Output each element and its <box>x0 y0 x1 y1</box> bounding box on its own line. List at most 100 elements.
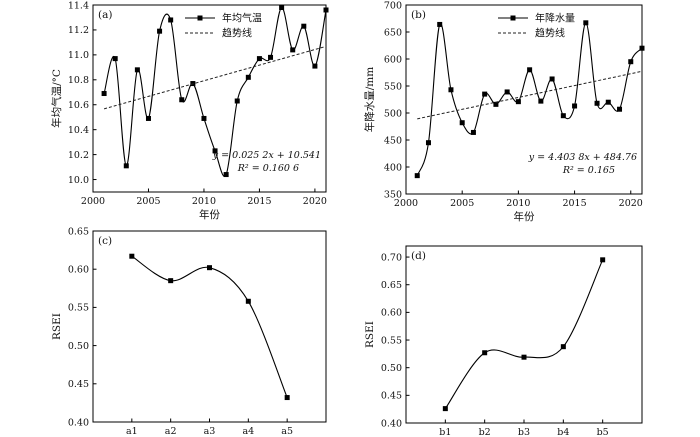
data-point-marker <box>201 115 207 121</box>
y-tick-label: 11.0 <box>68 50 89 61</box>
y-tick-label: 450 <box>384 135 402 146</box>
x-tick-label: b3 <box>518 427 530 437</box>
panel-label: (a) <box>98 9 112 21</box>
data-point-marker <box>323 7 329 13</box>
y-tick-label: 500 <box>384 108 402 119</box>
data-point-marker <box>268 54 274 60</box>
x-tick-label: b4 <box>557 427 569 437</box>
legend-entry: 趋势线 <box>535 27 565 40</box>
y-tick-label: 0.70 <box>381 252 402 263</box>
data-point-marker <box>245 74 251 80</box>
trend-line <box>103 45 327 110</box>
data-point-marker <box>157 28 163 34</box>
legend-swatch-marker <box>510 15 516 21</box>
y-tick-label: 650 <box>384 27 402 38</box>
data-point-marker <box>504 89 510 95</box>
legend-swatch-marker <box>197 15 203 21</box>
data-point-marker <box>245 298 251 304</box>
chart-panel-a: 10.0 10.2 10.4 10.6 10.8 11.0 11.2 11.4 2000 2005… <box>50 0 329 221</box>
x-tick-label: a5 <box>281 426 293 437</box>
x-tick-label: 2015 <box>562 198 586 209</box>
plot-frame <box>405 4 643 195</box>
x-tick-label: 2000 <box>81 196 105 207</box>
y-tick-label: 0.65 <box>381 280 402 291</box>
data-point-marker <box>482 91 488 97</box>
data-point-marker <box>639 45 645 51</box>
data-point-marker <box>284 395 290 401</box>
y-tick-label: 10.2 <box>68 150 89 161</box>
data-point-marker <box>207 265 212 271</box>
y-tick-label: 0.50 <box>381 363 402 374</box>
y-tick-label: 0.45 <box>381 391 402 402</box>
x-tick-label: 2010 <box>506 198 530 209</box>
y-tick-label: 400 <box>384 162 402 173</box>
data-point-marker <box>605 99 611 105</box>
data-point-marker <box>600 257 606 263</box>
x-tick-label: 2005 <box>136 196 160 207</box>
data-point-marker <box>538 98 544 104</box>
y-tick-label: 10.8 <box>68 75 89 86</box>
data-point-marker <box>256 56 262 62</box>
data-point-marker <box>112 56 118 62</box>
y-tick-label: 350 <box>384 189 402 200</box>
data-point-marker <box>448 87 454 93</box>
x-tick-label: 2020 <box>619 198 643 209</box>
y-tick-label: 0.50 <box>68 341 89 352</box>
data-point-marker <box>628 59 634 65</box>
data-point-marker <box>470 129 476 135</box>
x-axis-label: 年份 <box>199 208 220 221</box>
y-tick-label: 700 <box>384 0 402 11</box>
y-axis-label: 年均气温/°C <box>50 69 63 128</box>
series-line <box>131 255 288 398</box>
panel-label: (c) <box>98 235 112 247</box>
y-axis-label: RSEI <box>51 313 63 340</box>
chart-panel-c: 0.40 0.45 0.50 0.55 0.60 0.65 a1 a2 a3 a4 a5 RSEI (c… <box>51 226 327 437</box>
x-tick-label: 2020 <box>303 196 327 207</box>
regression-annotation: R² = 0.165 <box>562 165 615 176</box>
x-tick-label: b2 <box>479 427 491 437</box>
trend-line <box>417 70 643 120</box>
y-tick-label: 11.4 <box>68 0 89 11</box>
data-point-marker <box>572 103 578 109</box>
y-tick-label: 10.6 <box>68 100 89 111</box>
series-line <box>444 259 604 409</box>
chart-panel-b: 350 400 450 500 550 600 650 700 2000 2005 2010 2015… <box>363 0 645 223</box>
data-point-marker <box>123 163 129 169</box>
data-point-marker <box>179 97 185 103</box>
y-tick-label: 0.60 <box>68 265 89 276</box>
data-point-marker <box>168 278 174 284</box>
regression-annotation: y = 4.403 8x + 484.76 <box>528 152 637 163</box>
data-point-marker <box>212 148 218 154</box>
x-tick-label: b5 <box>597 427 609 437</box>
y-tick-label: 600 <box>384 54 402 65</box>
data-point-marker <box>134 67 140 73</box>
x-tick-label: 2005 <box>450 198 474 209</box>
plot-frame <box>405 245 643 424</box>
x-tick-label: a1 <box>126 426 138 437</box>
data-point-marker <box>493 101 499 107</box>
y-tick-label: 10.4 <box>68 125 89 136</box>
x-tick-label: b1 <box>439 427 451 437</box>
regression-annotation: y = 0.025 2x + 10.541 <box>212 150 321 161</box>
data-point-marker <box>560 344 566 350</box>
data-point-marker <box>560 113 566 119</box>
data-point-marker <box>312 63 318 69</box>
legend-entry: 趋势线 <box>222 27 252 40</box>
data-point-marker <box>594 100 600 106</box>
legend-entry: 年均气温 <box>222 12 262 25</box>
data-point-marker <box>290 47 296 53</box>
y-tick-label: 0.65 <box>68 226 89 237</box>
y-tick-label: 550 <box>384 81 402 92</box>
y-tick-label: 0.55 <box>381 335 402 346</box>
data-point-marker <box>425 140 431 146</box>
data-point-marker <box>145 115 151 121</box>
x-tick-label: 2000 <box>394 198 418 209</box>
y-tick-label: 0.40 <box>68 417 89 428</box>
x-tick-label: 2015 <box>247 196 271 207</box>
x-tick-label: a3 <box>204 426 216 437</box>
data-point-marker <box>549 76 555 82</box>
y-tick-label: 10.0 <box>68 175 89 186</box>
data-point-marker <box>527 67 533 73</box>
data-point-marker <box>279 4 285 10</box>
